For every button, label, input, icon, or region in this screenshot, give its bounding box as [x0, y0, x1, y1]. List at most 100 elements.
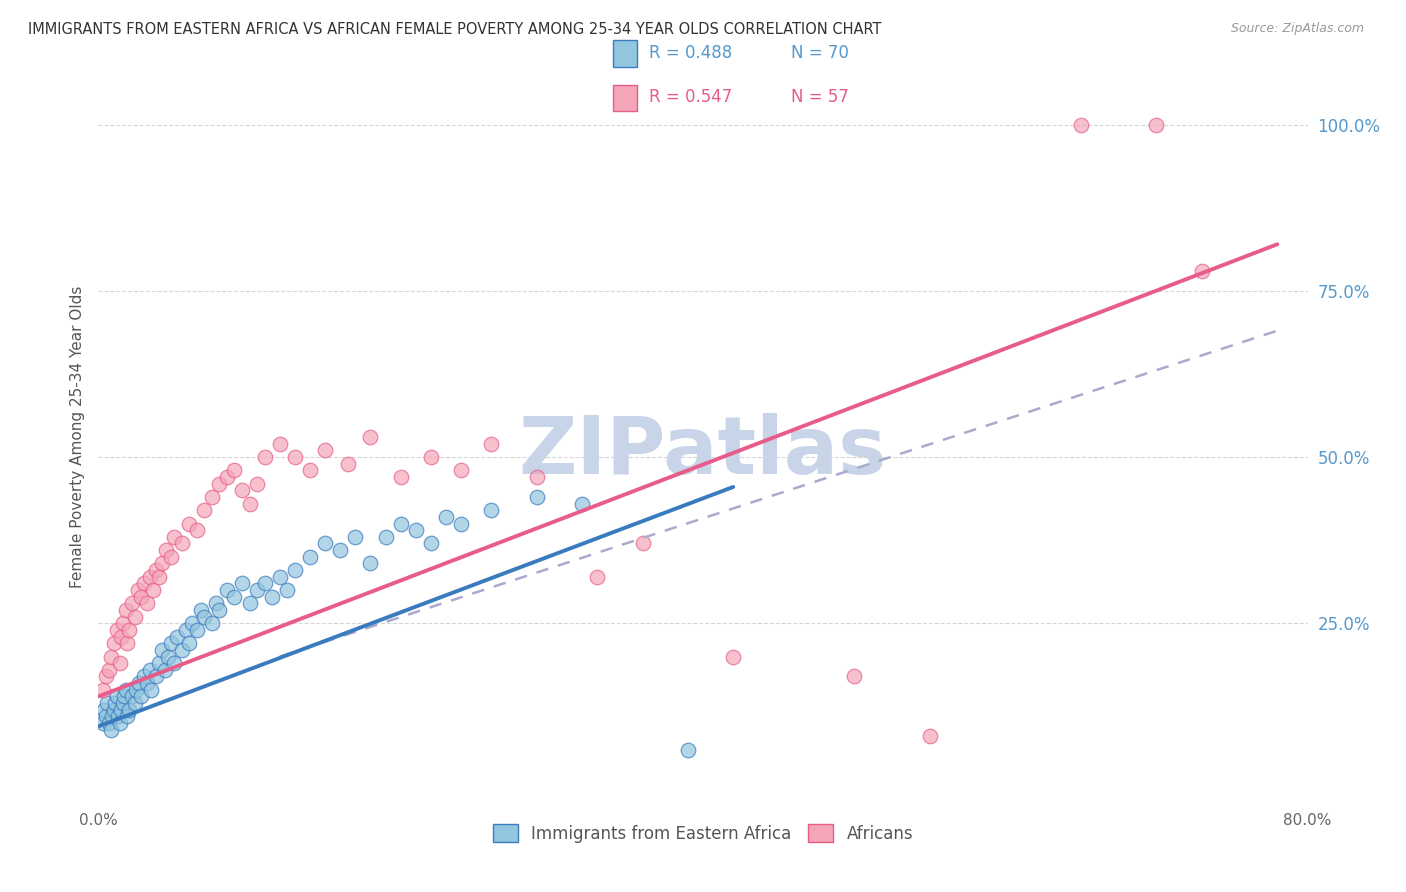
Point	[114, 603, 136, 617]
Point	[148, 570, 170, 584]
Point	[239, 596, 262, 610]
Point	[111, 696, 134, 710]
Point	[94, 709, 117, 723]
Point	[723, 649, 745, 664]
Point	[155, 543, 177, 558]
Point	[148, 656, 170, 670]
Point	[389, 516, 412, 531]
Point	[121, 690, 143, 704]
Point	[132, 576, 155, 591]
Point	[96, 696, 118, 710]
Point	[262, 590, 284, 604]
Point	[389, 470, 412, 484]
Text: N = 70: N = 70	[790, 44, 848, 62]
Point	[108, 656, 131, 670]
Point	[918, 729, 941, 743]
Point	[163, 530, 186, 544]
Point	[179, 636, 201, 650]
Point	[246, 476, 269, 491]
Point	[181, 616, 204, 631]
Point	[105, 623, 128, 637]
Point	[284, 563, 307, 577]
Point	[100, 723, 122, 737]
Point	[1070, 118, 1092, 132]
Point	[336, 457, 359, 471]
Point	[586, 570, 609, 584]
Point	[284, 450, 307, 464]
Text: Source: ZipAtlas.com: Source: ZipAtlas.com	[1230, 22, 1364, 36]
Point	[91, 716, 114, 731]
Point	[208, 476, 231, 491]
FancyBboxPatch shape	[613, 85, 637, 112]
Point	[115, 636, 138, 650]
Point	[526, 490, 548, 504]
Point	[239, 497, 262, 511]
Point	[118, 703, 141, 717]
Point	[269, 570, 291, 584]
Point	[101, 709, 124, 723]
Point	[98, 663, 121, 677]
Point	[145, 669, 167, 683]
Point	[208, 603, 231, 617]
Point	[166, 630, 188, 644]
Point	[374, 530, 396, 544]
Text: R = 0.547: R = 0.547	[650, 88, 733, 106]
Point	[135, 676, 157, 690]
Point	[360, 430, 382, 444]
Point	[420, 536, 443, 550]
Point	[360, 557, 382, 571]
Text: N = 57: N = 57	[790, 88, 848, 106]
Point	[571, 497, 593, 511]
Point	[215, 470, 238, 484]
Point	[125, 682, 148, 697]
Point	[450, 463, 472, 477]
Point	[115, 709, 138, 723]
Point	[114, 682, 136, 697]
Point	[170, 536, 193, 550]
Point	[224, 590, 246, 604]
Point	[141, 682, 163, 697]
Point	[105, 690, 128, 704]
Point	[107, 709, 129, 723]
Point	[193, 503, 215, 517]
Point	[314, 443, 336, 458]
Point	[190, 603, 212, 617]
Point	[481, 436, 503, 450]
Point	[1144, 118, 1167, 132]
Point	[201, 616, 224, 631]
Point	[103, 636, 125, 650]
Point	[129, 590, 152, 604]
Point	[405, 523, 427, 537]
Point	[135, 596, 157, 610]
Point	[299, 549, 322, 564]
Point	[110, 630, 132, 644]
Point	[94, 669, 117, 683]
Point	[124, 696, 146, 710]
Text: IMMIGRANTS FROM EASTERN AFRICA VS AFRICAN FEMALE POVERTY AMONG 25-34 YEAR OLDS C: IMMIGRANTS FROM EASTERN AFRICA VS AFRICA…	[28, 22, 882, 37]
Point	[269, 436, 291, 450]
FancyBboxPatch shape	[613, 40, 637, 67]
Point	[231, 576, 253, 591]
Point	[160, 636, 183, 650]
Point	[163, 656, 186, 670]
Point	[1191, 264, 1213, 278]
Point	[110, 703, 132, 717]
Point	[150, 557, 173, 571]
Point	[118, 623, 141, 637]
Point	[128, 676, 150, 690]
Point	[150, 643, 173, 657]
Point	[129, 690, 152, 704]
Point	[434, 509, 457, 524]
Point	[231, 483, 253, 498]
Point	[111, 616, 134, 631]
Point	[215, 582, 238, 597]
Point	[276, 582, 298, 597]
Point	[132, 669, 155, 683]
Point	[420, 450, 443, 464]
Point	[98, 716, 121, 731]
Point	[179, 516, 201, 531]
Point	[631, 536, 654, 550]
Legend: Immigrants from Eastern Africa, Africans: Immigrants from Eastern Africa, Africans	[486, 818, 920, 849]
Point	[246, 582, 269, 597]
Point	[104, 696, 127, 710]
